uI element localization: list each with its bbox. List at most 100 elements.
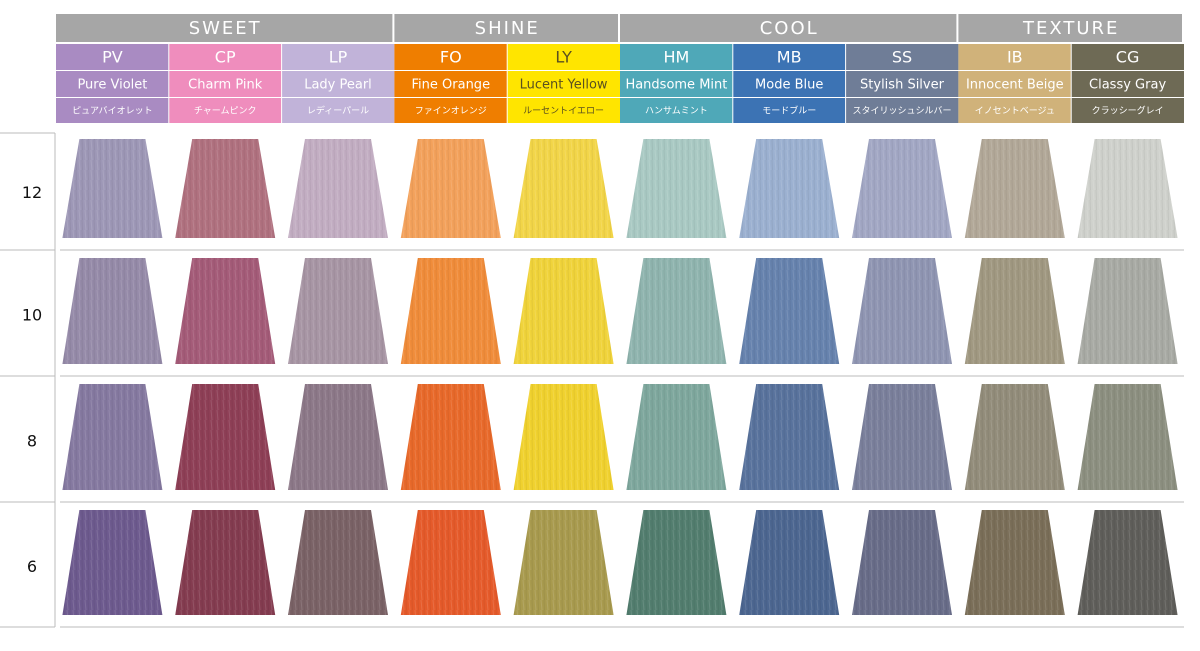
hair-texture (852, 510, 952, 615)
level-label: 12 (22, 183, 42, 202)
color-code: FO (440, 48, 462, 67)
hair-texture (513, 384, 614, 490)
group-header (620, 14, 957, 42)
jp-cell (281, 98, 395, 123)
name-cell (394, 71, 508, 97)
color-code: MB (777, 48, 802, 67)
hair-texture (400, 510, 501, 615)
group-label: TEXTURE (1022, 18, 1119, 39)
jp-cell (507, 98, 620, 123)
hair-texture (175, 258, 276, 364)
hair-texture (62, 139, 163, 238)
jp-cell (394, 98, 508, 123)
hair-texture (400, 139, 501, 238)
hair-texture (175, 139, 276, 238)
hair-texture (62, 510, 163, 615)
jp-cell (1071, 98, 1184, 123)
color-name: Lady Pearl (304, 78, 372, 93)
jp-cell (620, 98, 733, 123)
hair-texture (626, 510, 727, 615)
color-code: SS (892, 48, 912, 67)
name-cell (732, 71, 846, 97)
hair-texture (1077, 510, 1178, 615)
color-jp: ファインオレンジ (415, 106, 487, 117)
code-cell (394, 44, 508, 70)
name-cell (168, 71, 282, 97)
name-cell (958, 71, 1072, 97)
hair-texture (964, 258, 1065, 364)
level-label: 6 (27, 557, 37, 576)
color-jp: イノセントベージュ (975, 106, 1055, 117)
color-jp: レディーパール (307, 105, 369, 117)
hair-texture (852, 384, 952, 490)
hair-texture (175, 384, 276, 490)
hair-texture (964, 510, 1065, 615)
hair-texture (288, 139, 388, 238)
group-header (394, 14, 618, 42)
hair-texture (400, 258, 501, 364)
group-header (56, 14, 393, 42)
hair-texture (964, 384, 1065, 490)
color-name: Pure Violet (77, 78, 147, 93)
hair-texture (1077, 139, 1178, 238)
color-code: PV (102, 48, 123, 67)
name-cell (56, 71, 169, 97)
hair-texture (513, 258, 614, 364)
jp-cell (168, 98, 282, 123)
code-cell (732, 44, 846, 70)
hair-texture (288, 258, 388, 364)
hair-texture (513, 510, 614, 615)
jp-cell (732, 98, 846, 123)
name-cell (620, 71, 733, 97)
hair-texture (400, 384, 501, 490)
color-name: Classy Gray (1089, 78, 1166, 93)
color-jp: ハンサムミント (645, 106, 708, 117)
color-name: Handsome Mint (625, 78, 727, 93)
code-cell (620, 44, 733, 70)
color-code: IB (1007, 48, 1023, 67)
hair-texture (739, 139, 840, 238)
hair-texture (852, 258, 952, 364)
name-cell (845, 71, 959, 97)
hair-texture (852, 139, 952, 238)
jp-cell (56, 98, 169, 123)
color-jp: クラッシーグレイ (1092, 105, 1164, 117)
hair-texture (739, 258, 840, 364)
color-code: LY (555, 48, 572, 67)
group-label: SHINE (475, 18, 540, 39)
color-name: Fine Orange (412, 78, 491, 93)
hair-texture (626, 384, 727, 490)
name-cell (1071, 71, 1184, 97)
hair-texture (288, 510, 388, 615)
color-jp: ルーセントイエロー (523, 106, 604, 117)
group-label: COOL (760, 18, 819, 39)
code-cell (1071, 44, 1184, 70)
hair-texture (513, 139, 614, 238)
color-name: Stylish Silver (860, 78, 945, 93)
color-name: Innocent Beige (966, 78, 1064, 93)
hair-texture (739, 384, 840, 490)
hair-texture (964, 139, 1065, 238)
color-code: CG (1116, 48, 1140, 67)
code-cell (168, 44, 282, 70)
hair-texture (62, 384, 163, 490)
hair-texture (739, 510, 840, 615)
hair-texture (626, 258, 727, 364)
code-cell (56, 44, 169, 70)
color-jp: チャームピンク (194, 106, 257, 117)
jp-cell (958, 98, 1072, 123)
group-header (958, 14, 1182, 42)
color-name: Mode Blue (755, 78, 823, 93)
hair-texture (1077, 258, 1178, 364)
name-cell (507, 71, 620, 97)
color-code: CP (215, 48, 236, 67)
color-jp: ピュアバイオレット (72, 106, 152, 117)
code-cell (845, 44, 959, 70)
color-name: Lucent Yellow (520, 78, 608, 93)
level-label: 8 (27, 432, 37, 451)
color-jp: モードブルー (762, 105, 816, 117)
name-cell (281, 71, 395, 97)
jp-cell (845, 98, 959, 123)
hair-texture (175, 510, 276, 615)
color-code: HM (663, 48, 689, 67)
